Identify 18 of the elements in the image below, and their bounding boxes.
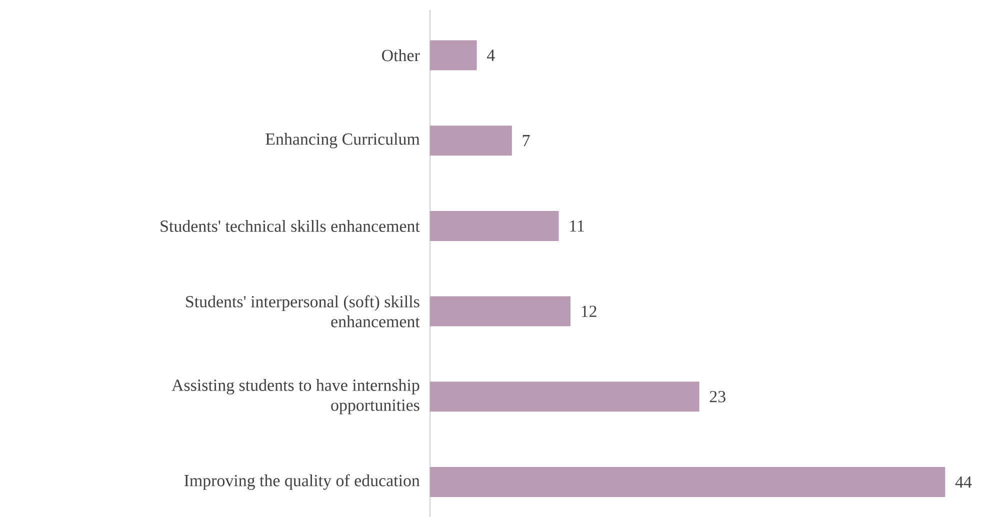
bar [430, 382, 700, 412]
data-label: 7 [522, 135, 530, 146]
y-tick-label: Other [382, 49, 420, 62]
data-label: 44 [955, 476, 972, 488]
bar [430, 210, 559, 241]
y-tick-label: Students' interpersonal (soft) skills enhancement [186, 295, 420, 328]
y-tick-label: Assisting students to have internship opportunities [172, 379, 420, 414]
data-label: 23 [710, 390, 726, 402]
y-tick-label: Students' technical skills enhancement [160, 220, 420, 232]
bar [430, 467, 946, 498]
y-tick-label: Enhancing Curriculum [266, 132, 420, 148]
data-label: 4 [487, 50, 495, 61]
y-tick-label: Improving the quality of education [184, 474, 420, 490]
data-label: 12 [582, 306, 596, 317]
bar [430, 126, 512, 156]
bar [430, 296, 570, 326]
data-label: 11 [570, 220, 584, 232]
bar [430, 40, 477, 70]
